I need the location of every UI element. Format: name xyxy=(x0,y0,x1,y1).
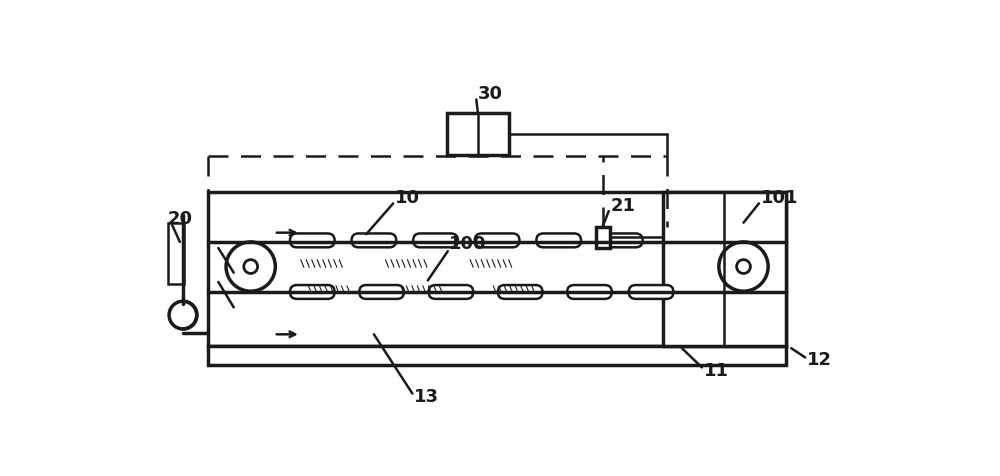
Bar xyxy=(596,227,610,248)
Text: 10: 10 xyxy=(395,189,420,207)
FancyBboxPatch shape xyxy=(290,285,335,299)
FancyBboxPatch shape xyxy=(567,285,612,299)
Bar xyxy=(447,112,509,155)
FancyBboxPatch shape xyxy=(536,233,581,248)
FancyBboxPatch shape xyxy=(475,233,519,248)
FancyBboxPatch shape xyxy=(429,285,473,299)
Bar xyxy=(208,192,786,346)
Text: 20: 20 xyxy=(168,210,193,228)
Text: 12: 12 xyxy=(807,351,832,369)
Circle shape xyxy=(244,260,258,273)
Text: 13: 13 xyxy=(414,388,439,407)
FancyBboxPatch shape xyxy=(413,233,458,248)
Circle shape xyxy=(169,301,197,329)
Bar xyxy=(208,346,786,365)
Circle shape xyxy=(226,242,275,291)
Text: 21: 21 xyxy=(610,197,635,215)
Bar xyxy=(663,192,786,346)
Text: 100: 100 xyxy=(449,235,487,253)
FancyBboxPatch shape xyxy=(498,285,543,299)
FancyBboxPatch shape xyxy=(629,285,673,299)
Circle shape xyxy=(737,260,750,273)
FancyBboxPatch shape xyxy=(598,233,643,248)
FancyBboxPatch shape xyxy=(352,233,396,248)
Circle shape xyxy=(719,242,768,291)
Text: 11: 11 xyxy=(703,362,728,380)
FancyBboxPatch shape xyxy=(359,285,404,299)
FancyBboxPatch shape xyxy=(290,233,335,248)
Bar xyxy=(168,223,184,284)
Text: 30: 30 xyxy=(478,85,503,103)
Text: 101: 101 xyxy=(760,189,798,207)
